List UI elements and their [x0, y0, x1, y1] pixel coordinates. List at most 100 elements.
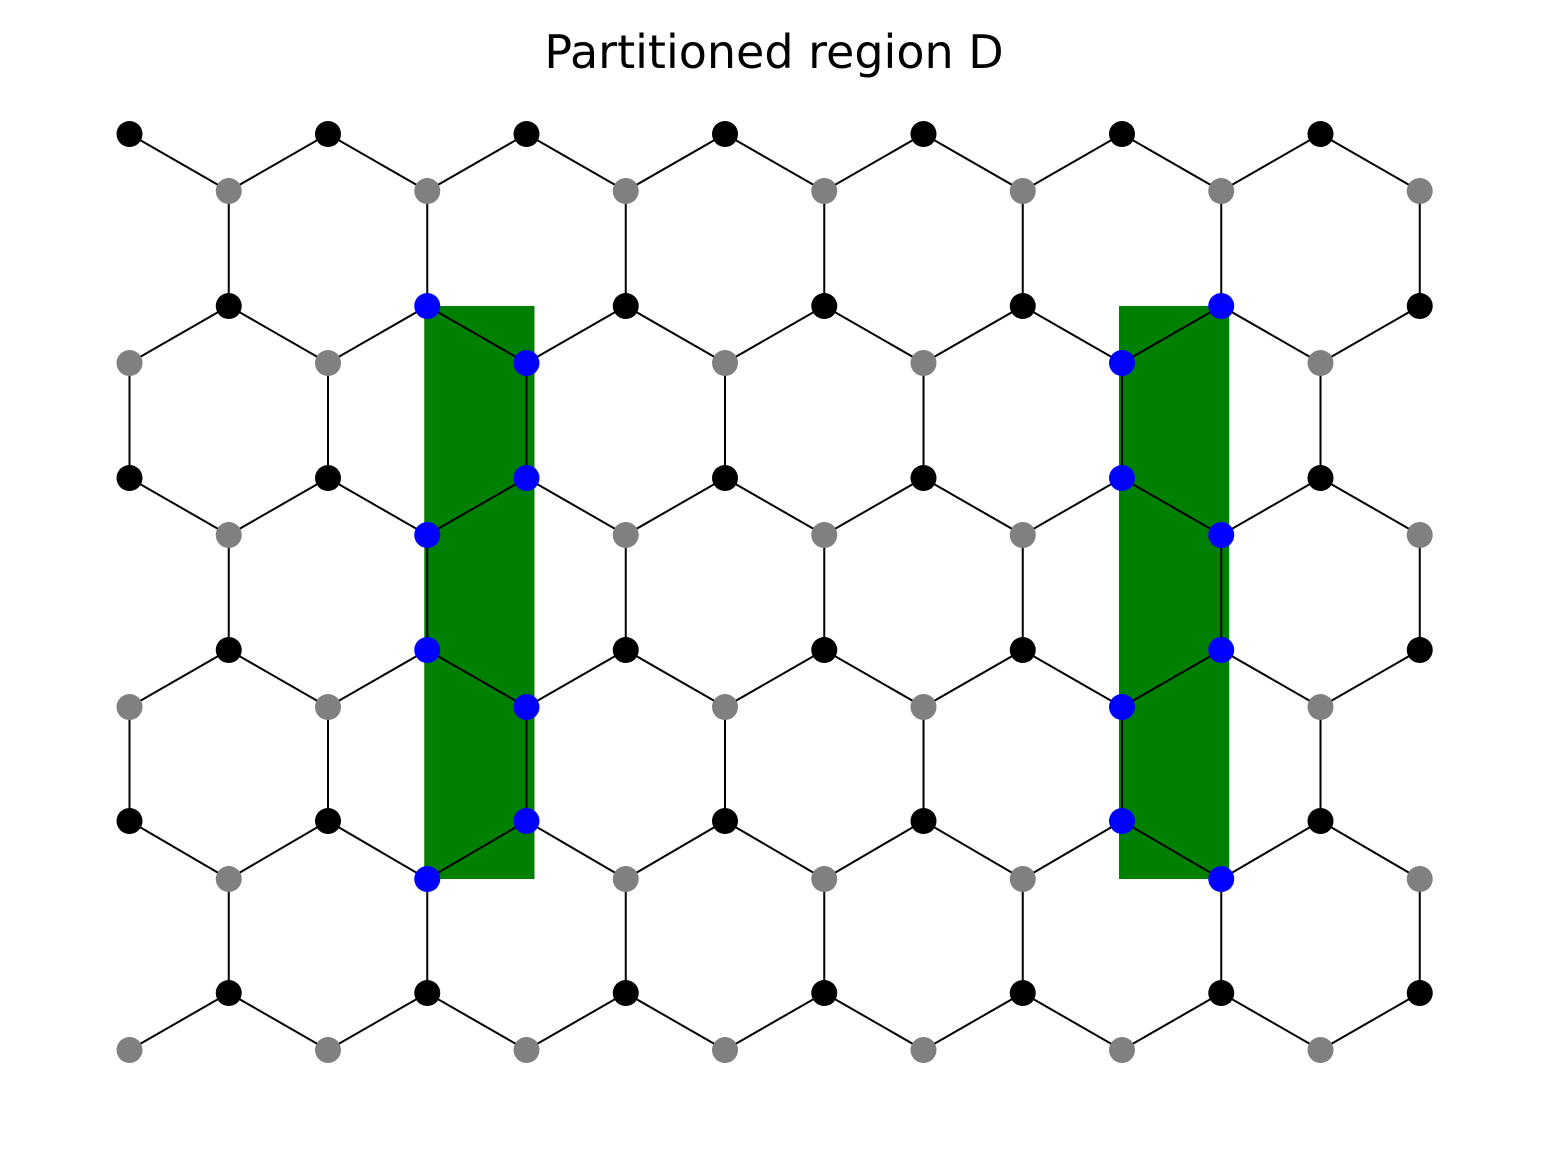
lattice-edge: [426, 820, 528, 880]
lattice-edge: [823, 305, 924, 364]
lattice-node-a: [215, 293, 242, 319]
lattice-node-a: [215, 637, 242, 663]
lattice-node-b: [215, 178, 242, 204]
lattice-edge: [228, 477, 329, 536]
boundary-node: [1208, 522, 1235, 548]
lattice-node-a: [910, 121, 937, 147]
lattice-node-b: [215, 866, 242, 892]
lattice-edge: [923, 477, 1024, 536]
lattice-node-b: [811, 522, 838, 548]
lattice-edge: [525, 820, 627, 880]
lattice-node-a: [811, 293, 838, 319]
lattice-node-a: [612, 637, 639, 663]
boundary-node: [1109, 350, 1135, 376]
boundary-node: [1109, 465, 1135, 491]
lattice-edge: [1220, 133, 1321, 192]
lattice-edge: [724, 477, 825, 536]
figure-title: Partitioned region D: [544, 25, 1003, 79]
lattice-node-b: [1307, 694, 1334, 720]
lattice-edge: [327, 133, 428, 192]
lattice-edge: [1022, 649, 1123, 708]
lattice-node-a: [910, 465, 937, 491]
lattice-node-b: [910, 1037, 937, 1063]
lattice-edge: [228, 649, 329, 708]
lattice-node-b: [116, 694, 143, 720]
lattice-edge: [625, 477, 726, 536]
lattice-edge: [1220, 649, 1321, 708]
lattice-edge: [526, 477, 627, 536]
lattice-edge: [823, 649, 924, 708]
lattice-node-a: [612, 293, 639, 319]
lattice-node-a: [1406, 293, 1433, 319]
lattice-node-a: [1109, 121, 1135, 147]
lattice-node-a: [612, 980, 639, 1006]
lattice-edge: [129, 133, 230, 192]
lattice-node-b: [116, 1037, 143, 1063]
lattice-edge: [923, 992, 1024, 1051]
lattice-node-b: [612, 522, 639, 548]
lattice-node-b: [513, 1037, 540, 1063]
lattice-node-a: [1406, 980, 1433, 1006]
lattice-edge: [1320, 992, 1421, 1051]
lattice-edge: [625, 820, 726, 880]
lattice-edge: [327, 477, 428, 536]
lattice-node-a: [116, 808, 143, 834]
lattice-edge: [327, 992, 428, 1051]
lattice-node-a: [712, 808, 738, 834]
lattice-node-b: [315, 350, 341, 376]
lattice-edge: [1121, 649, 1222, 708]
lattice-edge: [129, 992, 230, 1051]
lattice-edge: [426, 305, 527, 364]
lattice-edge: [1121, 477, 1222, 536]
lattice-node-a: [811, 637, 838, 663]
boundary-node: [414, 866, 441, 892]
lattice-edge: [1022, 305, 1123, 364]
lattice-node-b: [1109, 1037, 1135, 1063]
lattice-node-b: [116, 350, 143, 376]
lattice-edge: [228, 305, 329, 364]
lattice-edge: [228, 992, 329, 1051]
lattice-node-a: [811, 980, 838, 1006]
lattice-node-a: [116, 121, 143, 147]
lattice-node-b: [612, 866, 639, 892]
lattice-node-a: [712, 465, 738, 491]
lattice-node-b: [1009, 522, 1036, 548]
lattice-edge: [526, 133, 627, 192]
lattice-edge: [128, 820, 230, 880]
lattice-edge: [526, 992, 627, 1051]
lattice-node-b: [712, 694, 738, 720]
lattice-edge: [923, 305, 1024, 364]
lattice-node-b: [712, 1037, 738, 1063]
lattice-node-b: [215, 522, 242, 548]
partition-strip-1: [424, 306, 535, 879]
lattice-edge: [1022, 820, 1123, 880]
lattice-edge: [923, 649, 1024, 708]
lattice-edge: [1121, 133, 1222, 192]
lattice-edge: [625, 133, 726, 192]
lattice-edge: [1220, 477, 1321, 536]
boundary-node: [414, 293, 441, 319]
lattice-node-a: [1009, 637, 1036, 663]
boundary-node: [1109, 808, 1135, 834]
lattice-edge: [1121, 305, 1222, 364]
lattice-edge: [1220, 992, 1321, 1051]
boundary-node: [1208, 866, 1235, 892]
lattice-node-b: [712, 350, 738, 376]
lattice-edge: [823, 992, 924, 1051]
lattice-edge: [426, 477, 527, 536]
lattice-nodes: [116, 121, 1433, 1063]
lattice-node-a: [315, 121, 341, 147]
lattice-edge: [1320, 305, 1421, 364]
lattice-edge: [823, 133, 924, 192]
lattice-edge: [922, 820, 1024, 880]
lattice-edge: [1022, 992, 1123, 1051]
lattice-edge: [426, 133, 527, 192]
lattice-edge: [1022, 477, 1123, 536]
lattice-node-b: [1208, 178, 1235, 204]
lattice-node-a: [215, 980, 242, 1006]
partition-strip-2: [1119, 306, 1230, 879]
partition-strips: [424, 306, 1230, 879]
lattice-node-b: [612, 178, 639, 204]
